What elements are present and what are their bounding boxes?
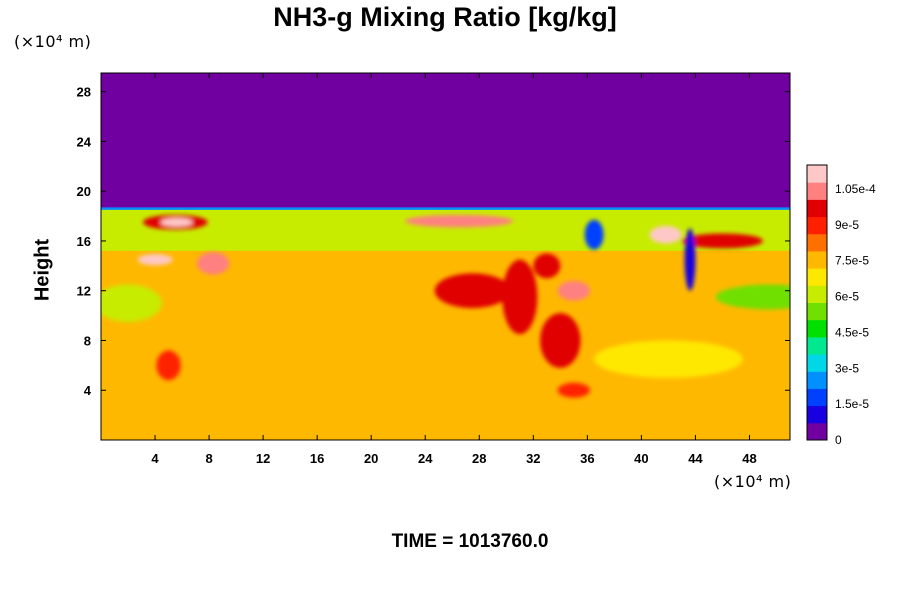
x-tick-label: 20 [364,451,378,466]
field-feature [156,350,181,381]
x-tick-label: 44 [688,451,703,466]
colorbar-segment [807,233,827,252]
x-tick-label: 8 [205,451,212,466]
field-top-region [101,73,790,208]
x-tick-label: 48 [742,451,756,466]
colorbar-segment [807,182,827,200]
y-axis-unit: (×10⁴ m) [14,32,92,51]
colorbar-frame [806,164,828,441]
field-edge-band [101,206,790,210]
colorbar: 0 1.5e-5 3e-5 4.5e-5 6e-5 7.5e-5 9e-5 1.05e-4 [806,164,876,447]
y-tick-label: 12 [77,284,91,299]
x-tick-label: 36 [580,451,594,466]
field-feature [137,254,173,266]
field-feature [404,214,514,228]
x-tick-label: 12 [256,451,270,466]
colorbar-segment [807,250,827,269]
colorbar-segment [807,216,827,235]
field-feature [594,340,743,378]
colorbar-segment [807,302,827,321]
plot-frame [100,72,791,441]
field-feature [502,259,538,335]
time-label: TIME = 1013760.0 [391,531,549,552]
x-tick-label: 24 [418,451,433,466]
colorbar-tick-label: 3e-5 [835,361,859,375]
field-feature [681,233,763,249]
field-feature [533,253,561,279]
colorbar-segment [807,422,827,441]
field-feature [715,284,790,310]
colorbar-segment [807,268,827,286]
colorbar-segment [807,165,827,183]
colorbar-tick-label: 4.5e-5 [835,325,869,339]
colorbar-segment [807,354,827,372]
colorbar-tick-label: 1.5e-5 [835,397,869,411]
x-tick-label: 32 [526,451,540,466]
y-tick-label: 20 [77,184,91,199]
colorbar-segment [807,336,827,355]
heatmap-field [101,73,790,440]
colorbar-tick-label: 7.5e-5 [835,254,869,268]
colorbar-tick-label: 1.05e-4 [835,182,876,196]
field-features [101,214,790,398]
x-tick-label: 4 [151,451,159,466]
colorbar-segment [807,405,827,424]
field-feature [101,284,162,322]
field-feature [649,226,682,244]
x-tick-label: 28 [472,451,486,466]
y-tick-label: 24 [77,134,92,149]
colorbar-segment [807,285,827,303]
field-feature [196,252,230,275]
x-axis-unit: (×10⁴ m) [714,472,792,491]
field-feature [434,273,511,309]
field-feature [557,280,591,301]
field-feature [540,313,581,368]
field-feature [160,217,193,227]
colorbar-segment [807,199,827,218]
y-tick-label: 16 [77,234,91,249]
colorbar-segment [807,388,827,407]
colorbar-segment [807,371,827,389]
colorbar-segment [807,319,827,338]
y-tick-label: 8 [84,333,91,348]
y-tick-label: 4 [84,383,92,398]
colorbar-tick-label: 9e-5 [835,218,859,232]
colorbar-tick-label: 6e-5 [835,290,859,304]
chart-title: NH3-g Mixing Ratio [kg/kg] [273,2,617,32]
x-tick-label: 16 [310,451,324,466]
field-feature [557,382,591,398]
field-feature [684,228,696,291]
field-feature [584,219,604,250]
colorbar-tick-label: 0 [835,433,842,447]
x-tick-label: 40 [634,451,648,466]
y-tick-label: 28 [77,85,91,100]
